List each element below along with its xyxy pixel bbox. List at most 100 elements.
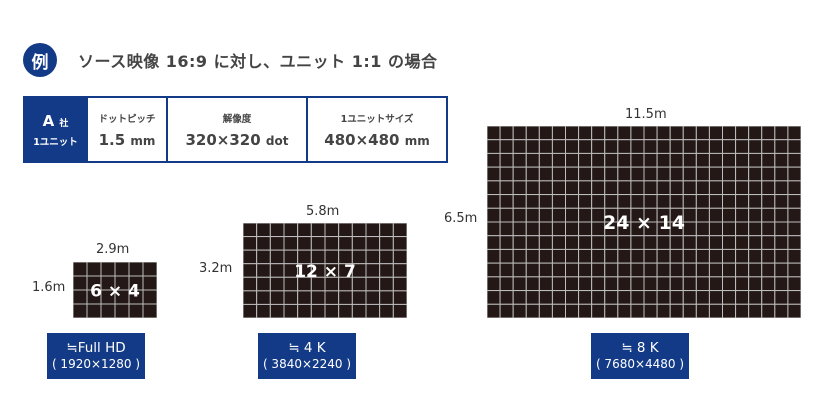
led-unit: [787, 180, 801, 196]
led-unit: [499, 207, 514, 223]
led-unit: [630, 235, 645, 250]
resolution-value: 320×320 dot: [185, 130, 289, 149]
led-unit: [708, 248, 724, 264]
led-unit: [708, 290, 724, 305]
led-unit: [591, 152, 606, 168]
led-unit: [643, 166, 658, 182]
led-unit: [591, 194, 606, 209]
led-unit: [682, 221, 697, 237]
led-unit: [512, 290, 527, 305]
led-unit: [499, 235, 514, 250]
led-unit: [722, 180, 737, 196]
grid-count-label: 24 × 14: [603, 212, 685, 234]
led-unit: [269, 263, 285, 278]
led-unit: [682, 152, 697, 168]
led-unit: [669, 262, 684, 278]
led-unit: [324, 236, 340, 251]
led-unit: [735, 207, 750, 223]
led-unit: [669, 235, 684, 250]
led-unit: [538, 152, 553, 168]
led-unit: [269, 249, 285, 265]
led-unit: [630, 290, 645, 305]
led-unit: [748, 235, 763, 250]
led-unit: [669, 248, 684, 264]
led-unit: [379, 249, 394, 265]
led-unit: [578, 194, 593, 209]
led-unit: [604, 303, 619, 318]
led-unit: [630, 152, 645, 168]
led-unit: [748, 221, 763, 237]
led-unit: [351, 236, 367, 251]
led-unit: [748, 276, 763, 292]
led-unit: [256, 236, 271, 251]
led-unit: [708, 126, 724, 141]
led-unit: [578, 235, 593, 250]
led-unit: [487, 126, 501, 141]
resolution-name: ≒ 8 K: [621, 340, 659, 356]
led-unit: [656, 276, 671, 292]
led-unit: [565, 126, 580, 141]
led-unit: [243, 263, 258, 278]
led-unit: [591, 166, 606, 182]
led-unit: [682, 290, 697, 305]
led-unit: [604, 290, 619, 305]
led-unit: [682, 248, 697, 264]
led-unit: [695, 276, 710, 292]
led-unit: [695, 194, 710, 209]
led-unit: [617, 290, 632, 305]
led-unit: [73, 289, 88, 305]
led-unit: [591, 235, 606, 250]
led-unit: [499, 276, 514, 292]
led-unit: [708, 276, 724, 292]
led-unit: [338, 223, 353, 238]
led-unit: [748, 207, 763, 223]
led-unit: [669, 166, 684, 182]
led-unit: [748, 303, 763, 318]
led-unit: [695, 248, 710, 264]
led-unit: [695, 262, 710, 278]
led-unit: [722, 139, 737, 154]
led-unit: [269, 290, 285, 305]
led-unit: [538, 303, 553, 318]
led-unit: [551, 248, 566, 264]
led-unit: [379, 263, 394, 278]
led-unit: [604, 194, 619, 209]
resolution-pixels: ( 7680×4480 ): [595, 357, 685, 371]
led-unit: [787, 290, 801, 305]
led-unit: [630, 126, 645, 141]
led-unit: [512, 303, 527, 318]
led-unit: [487, 180, 501, 196]
led-unit: [669, 290, 684, 305]
led-unit: [379, 303, 394, 318]
led-unit: [669, 152, 684, 168]
led-unit: [682, 180, 697, 196]
led-unit: [617, 139, 632, 154]
led-unit: [551, 139, 566, 154]
width-label: 5.8m: [306, 204, 340, 219]
led-unit: [735, 166, 750, 182]
led-unit: [695, 126, 710, 141]
led-unit: [735, 126, 750, 141]
led-unit: [682, 126, 697, 141]
led-unit: [351, 223, 367, 238]
company-name: A 社: [42, 111, 69, 130]
led-unit: [565, 207, 580, 223]
led-unit: [256, 249, 271, 265]
led-unit: [643, 180, 658, 196]
led-unit: [695, 290, 710, 305]
led-unit: [578, 207, 593, 223]
led-unit: [512, 221, 527, 237]
unit-label: 1ユニット: [33, 136, 78, 148]
led-unit: [735, 139, 750, 154]
led-unit: [538, 166, 553, 182]
led-unit: [297, 290, 312, 305]
led-unit: [774, 194, 789, 209]
led-unit: [551, 166, 566, 182]
led-unit: [787, 276, 801, 292]
led-unit: [708, 139, 724, 154]
led-unit: [551, 276, 566, 292]
led-unit: [722, 126, 737, 141]
led-unit: [487, 194, 501, 209]
led-unit: [551, 180, 566, 196]
led-unit: [512, 152, 527, 168]
